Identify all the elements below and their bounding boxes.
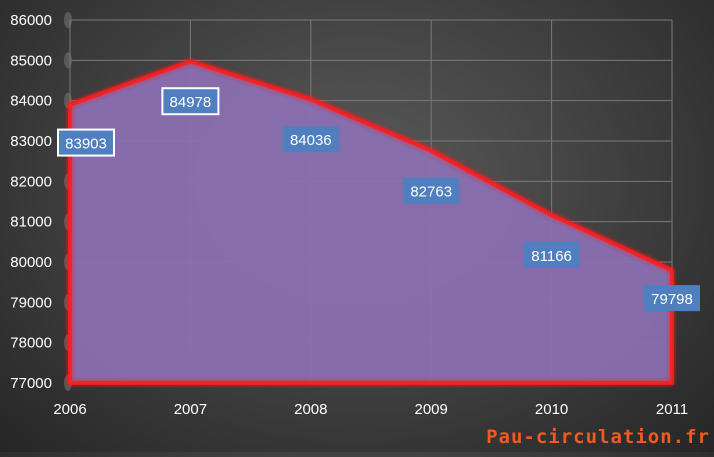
data-label-box [57, 128, 115, 157]
tick-marker [64, 52, 72, 69]
area-outline [68, 59, 674, 385]
data-label: 83903 [65, 136, 107, 153]
x-tick-label: 2011 [656, 401, 688, 418]
data-label-box [523, 241, 580, 268]
watermark: Pau-circulation.fr [486, 426, 710, 448]
data-label: 81166 [531, 248, 572, 265]
data-label: 79798 [651, 291, 693, 308]
x-tick-label: 2006 [53, 401, 86, 418]
y-tick-label: 84000 [10, 93, 52, 110]
x-tick-label: 2010 [535, 401, 568, 418]
tick-marker [64, 12, 72, 28]
y-tick-label: 86000 [10, 12, 52, 29]
area-fill [70, 61, 672, 383]
y-tick-label: 79000 [10, 294, 52, 311]
y-tick-label: 80000 [10, 254, 52, 271]
y-tick-label: 82000 [10, 173, 52, 190]
data-label-box [282, 126, 339, 153]
data-label: 82763 [410, 184, 452, 201]
y-tick-label: 85000 [10, 52, 52, 69]
y-tick-label: 83000 [10, 133, 52, 150]
data-label: 84036 [290, 132, 332, 149]
data-label: 84978 [170, 94, 212, 111]
x-tick-label: 2009 [415, 401, 448, 418]
data-label-box [644, 285, 700, 312]
x-tick-label: 2007 [174, 401, 207, 418]
x-tick-label: 2008 [294, 401, 327, 418]
data-label-box [161, 87, 220, 116]
y-tick-label: 77000 [10, 375, 52, 392]
y-tick-label: 78000 [10, 335, 52, 352]
y-tick-label: 81000 [10, 214, 52, 231]
data-label-box [403, 177, 460, 204]
